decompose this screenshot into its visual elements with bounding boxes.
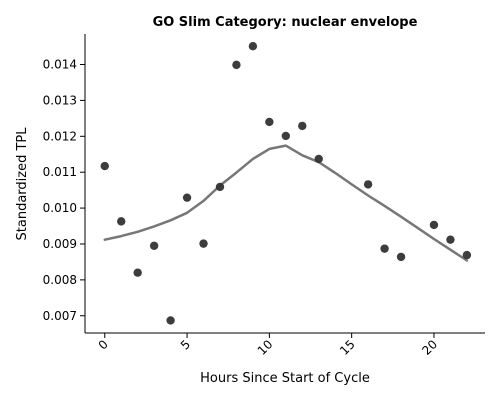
data-point [314,154,323,164]
data-point [199,239,208,248]
data-point [117,217,126,226]
data-point [462,250,472,260]
x-tick-label: 0 [96,337,111,352]
y-tick-label: 0.009 [43,237,77,251]
x-tick-label: 10 [255,337,276,358]
y-tick-label: 0.010 [43,201,77,215]
data-point [133,268,142,277]
x-axis-label: Hours Since Start of Cycle [200,371,370,386]
y-tick-label: 0.011 [43,165,77,179]
x-tick-label: 15 [337,337,358,358]
data-point [100,161,109,171]
data-point [166,316,175,325]
data-point [298,121,307,131]
marks-layer [100,42,472,325]
data-point [446,235,455,244]
data-point [248,42,258,51]
y-tick-label: 0.014 [43,58,77,72]
data-point [363,180,373,189]
data-point [149,241,159,250]
x-tick-label: 5 [178,337,193,352]
y-tick-label: 0.008 [43,273,77,287]
data-point [396,252,406,262]
data-point [182,193,192,202]
ticks-layer: 0 5 10 15 20 0.007 0.008 0.009 0.010 0.011 0.012 0.… [43,58,440,358]
y-tick-label: 0.013 [43,93,77,107]
data-point [281,131,291,141]
y-axis-label: Standardized TPL [15,127,30,241]
data-point [429,220,439,230]
data-point [265,117,274,127]
trend-line [103,144,469,262]
chart-title: GO Slim Category: nuclear envelope [153,15,418,30]
data-point [380,244,389,253]
data-point [232,60,241,70]
data-point [215,182,225,192]
y-tick-label: 0.007 [43,309,77,323]
x-tick-label: 20 [419,337,440,358]
y-tick-label: 0.012 [43,129,77,143]
